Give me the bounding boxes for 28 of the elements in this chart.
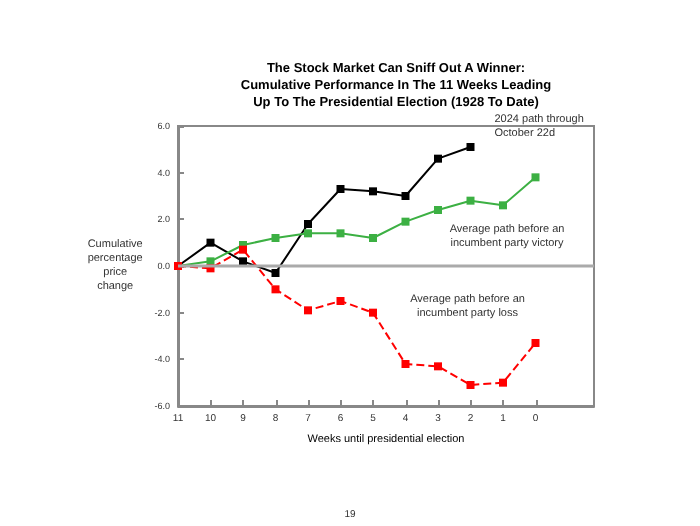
- point: [271, 285, 280, 294]
- point: [466, 381, 475, 389]
- point: [531, 339, 540, 347]
- point: [369, 234, 377, 242]
- point: [434, 362, 442, 371]
- point: [271, 269, 280, 277]
- point: [304, 306, 312, 315]
- point: [336, 185, 345, 193]
- point: [401, 192, 410, 200]
- point: [499, 378, 507, 387]
- point: [336, 229, 345, 238]
- point: [239, 257, 247, 266]
- point: [434, 154, 442, 163]
- point: [531, 173, 540, 182]
- point: [466, 143, 475, 151]
- point: [499, 201, 507, 210]
- point: [434, 206, 442, 214]
- point: [401, 360, 410, 368]
- point: [304, 229, 312, 238]
- point: [271, 234, 280, 242]
- point: [206, 238, 215, 247]
- point: [369, 187, 377, 196]
- point: [336, 297, 345, 305]
- point: [369, 308, 377, 317]
- point: [304, 220, 312, 228]
- point: [466, 196, 475, 205]
- point: [401, 217, 410, 226]
- point: [239, 245, 247, 254]
